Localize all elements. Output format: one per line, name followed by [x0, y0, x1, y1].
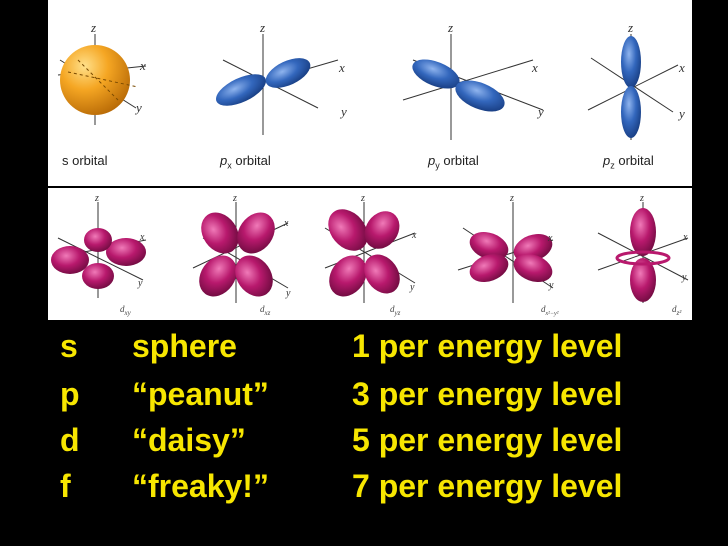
- svg-text:y: y: [548, 280, 554, 291]
- legend-nickname: “daisy”: [132, 422, 246, 458]
- pz-orbital-figure: z x y pz orbital: [573, 0, 692, 186]
- pz-lobe-negative: [621, 86, 641, 138]
- s-p-orbitals-panel: z x y s orbital z x y px orbital z x: [48, 0, 692, 186]
- pz-orbital-label: pz orbital: [603, 153, 654, 171]
- axis-x-label: x: [338, 60, 345, 75]
- legend-count: 1 per energy level: [352, 328, 623, 364]
- axis-y-label: y: [677, 106, 685, 121]
- px-orbital-figure: z x y px orbital: [198, 0, 358, 186]
- axis-y-label: y: [536, 104, 544, 119]
- py-lobe-negative: [412, 59, 460, 89]
- dx2-y2-label: dx²−y²: [541, 304, 559, 317]
- s-orbital-sphere: [60, 45, 130, 115]
- pz-orbital-diagram: z x y: [587, 20, 685, 140]
- s-orbital-figure: z x y s orbital: [48, 0, 198, 186]
- legend-row-d: d “daisy” 5 per energy level: [0, 420, 728, 460]
- dxy-orbital-diagram: z x y: [51, 193, 147, 298]
- svg-text:z: z: [232, 193, 237, 204]
- svg-text:z: z: [509, 193, 514, 204]
- svg-text:y: y: [285, 288, 291, 299]
- legend-letter: d: [60, 422, 80, 458]
- s-orbital-diagram: z x y: [57, 20, 147, 125]
- svg-text:y: y: [409, 282, 415, 293]
- legend-nickname: “peanut”: [132, 376, 269, 412]
- legend-count: 7 per energy level: [352, 468, 623, 504]
- py-orbital-label: py orbital: [428, 153, 479, 171]
- pz-lobe-positive: [621, 36, 641, 88]
- px-orbital-label: px orbital: [220, 153, 271, 171]
- legend-count: 3 per energy level: [352, 376, 623, 412]
- axis-x-label: x: [678, 60, 685, 75]
- d-orbitals-panel: z x y dxy z x y dxz: [48, 188, 692, 320]
- px-lobe-positive: [265, 58, 311, 88]
- legend-row-s: s sphere 1 per energy level: [0, 326, 728, 366]
- dyz-orbital-figure: z x y dyz: [320, 188, 450, 320]
- svg-text:x: x: [139, 232, 145, 243]
- dxy-orbital-figure: z x y dxy: [48, 188, 178, 320]
- svg-text:y: y: [681, 272, 687, 283]
- legend-row-p: p “peanut” 3 per energy level: [0, 374, 728, 414]
- legend-count: 5 per energy level: [352, 422, 623, 458]
- dxz-orbital-diagram: z x y: [192, 193, 291, 303]
- svg-text:x: x: [682, 232, 688, 243]
- axis-z-label: z: [259, 20, 265, 35]
- axis-x-label: x: [531, 60, 538, 75]
- dx2-y2-orbital-diagram: z x y: [457, 193, 554, 303]
- svg-text:z: z: [94, 193, 99, 204]
- legend-letter: f: [60, 468, 71, 504]
- px-orbital-diagram: z x y: [216, 20, 347, 135]
- dyz-label: dyz: [390, 304, 401, 317]
- axis-y-label: y: [339, 104, 347, 119]
- px-lobe-negative: [216, 74, 266, 106]
- dz2-orbital-figure: z x y dz²: [588, 188, 692, 320]
- axis-z-label: z: [447, 20, 453, 35]
- dxz-label: dxz: [260, 304, 271, 317]
- dz2-orbital-diagram: z x y: [597, 193, 689, 303]
- axis-z-label: z: [90, 20, 96, 35]
- svg-text:x: x: [547, 233, 553, 244]
- legend-letter: p: [60, 376, 80, 412]
- py-orbital-diagram: z x y: [402, 20, 544, 140]
- s-orbital-label: s orbital: [62, 153, 108, 168]
- dxy-label: dxy: [120, 304, 131, 317]
- py-lobe-positive: [455, 80, 505, 112]
- axis-y-label: y: [134, 100, 142, 115]
- svg-text:z: z: [360, 193, 365, 204]
- svg-text:z: z: [639, 193, 644, 204]
- legend-nickname: “freaky!”: [132, 468, 269, 504]
- axis-x-label: x: [139, 58, 146, 73]
- dz2-label: dz²: [672, 304, 682, 317]
- legend-letter: s: [60, 328, 78, 364]
- svg-text:x: x: [283, 218, 289, 229]
- dx2-y2-orbital-figure: z x y dx²−y²: [453, 188, 583, 320]
- legend-row-f: f “freaky!” 7 per energy level: [0, 466, 728, 506]
- dz2-torus: [615, 250, 671, 266]
- dxz-orbital-figure: z x y dxz: [188, 188, 318, 320]
- py-orbital-figure: z x y py orbital: [398, 0, 558, 186]
- legend-nickname: sphere: [132, 328, 237, 364]
- svg-text:x: x: [411, 230, 417, 241]
- dyz-orbital-diagram: z x y: [324, 193, 417, 303]
- axis-z-label: z: [627, 20, 633, 35]
- svg-text:y: y: [137, 278, 143, 289]
